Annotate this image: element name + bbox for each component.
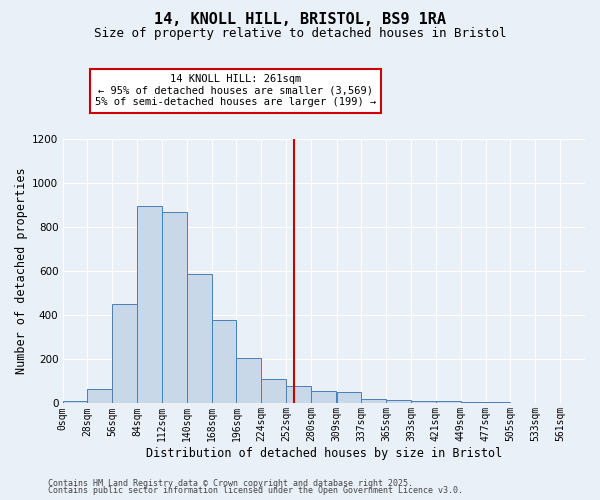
Bar <box>485 402 511 404</box>
Bar <box>461 402 485 404</box>
Bar <box>361 399 386 404</box>
Bar <box>236 358 261 404</box>
Y-axis label: Number of detached properties: Number of detached properties <box>15 168 28 374</box>
Text: Contains HM Land Registry data © Crown copyright and database right 2025.: Contains HM Land Registry data © Crown c… <box>48 478 413 488</box>
Text: 14 KNOLL HILL: 261sqm
← 95% of detached houses are smaller (3,569)
5% of semi-de: 14 KNOLL HILL: 261sqm ← 95% of detached … <box>95 74 376 108</box>
Bar <box>311 392 336 404</box>
X-axis label: Distribution of detached houses by size in Bristol: Distribution of detached houses by size … <box>146 447 502 460</box>
Text: Contains public sector information licensed under the Open Government Licence v3: Contains public sector information licen… <box>48 486 463 495</box>
Bar <box>137 206 162 404</box>
Bar <box>212 320 236 404</box>
Bar <box>162 212 187 404</box>
Bar <box>386 400 411 404</box>
Text: 14, KNOLL HILL, BRISTOL, BS9 1RA: 14, KNOLL HILL, BRISTOL, BS9 1RA <box>154 12 446 28</box>
Bar <box>436 401 461 404</box>
Text: Size of property relative to detached houses in Bristol: Size of property relative to detached ho… <box>94 28 506 40</box>
Bar <box>411 401 436 404</box>
Bar <box>62 401 88 404</box>
Bar <box>286 386 311 404</box>
Bar <box>337 392 361 404</box>
Bar <box>187 274 212 404</box>
Bar <box>88 389 112 404</box>
Bar <box>112 304 137 404</box>
Bar <box>261 379 286 404</box>
